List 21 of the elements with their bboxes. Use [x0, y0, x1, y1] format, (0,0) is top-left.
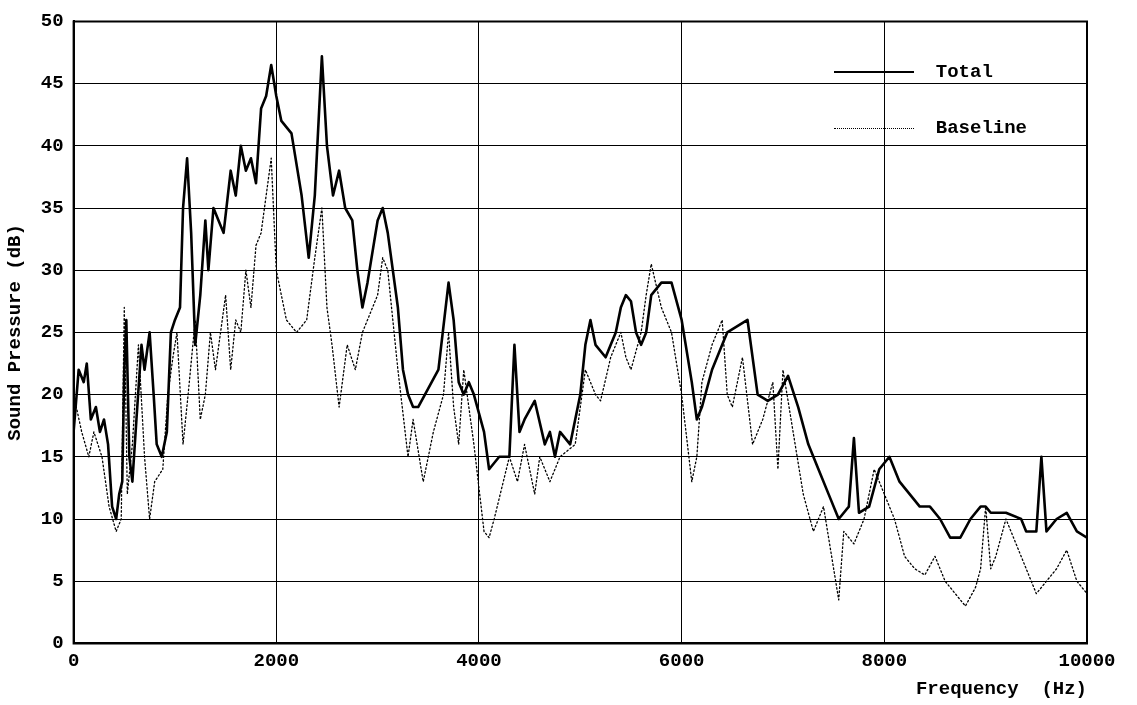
y-tick-label: 10 — [40, 507, 64, 530]
y-tick-label: 0 — [52, 632, 64, 655]
y-axis-title: Sound Pressure (dB) — [4, 224, 27, 441]
x-axis-title: Frequency (Hz) — [915, 678, 1087, 701]
y-tick-label: 35 — [40, 196, 64, 219]
y-tick-label: 40 — [40, 134, 64, 157]
x-tick-label: 0 — [67, 649, 80, 672]
x-tick-label: 4000 — [456, 649, 502, 672]
y-tick-label: 20 — [40, 383, 64, 406]
y-tick-label: 15 — [40, 445, 64, 468]
x-tick-label: 2000 — [253, 649, 300, 672]
legend-label: Total — [935, 61, 993, 84]
y-tick-label: 30 — [40, 258, 64, 281]
y-tick-label: 25 — [40, 321, 64, 344]
y-tick-label: 45 — [40, 72, 64, 95]
y-tick-label: 50 — [40, 10, 64, 33]
y-tick-label: 5 — [52, 569, 64, 592]
x-tick-label: 10000 — [1058, 649, 1116, 672]
x-tick-label: 8000 — [861, 649, 908, 672]
legend-label: Baseline — [935, 117, 1027, 140]
x-tick-label: 6000 — [658, 649, 705, 672]
